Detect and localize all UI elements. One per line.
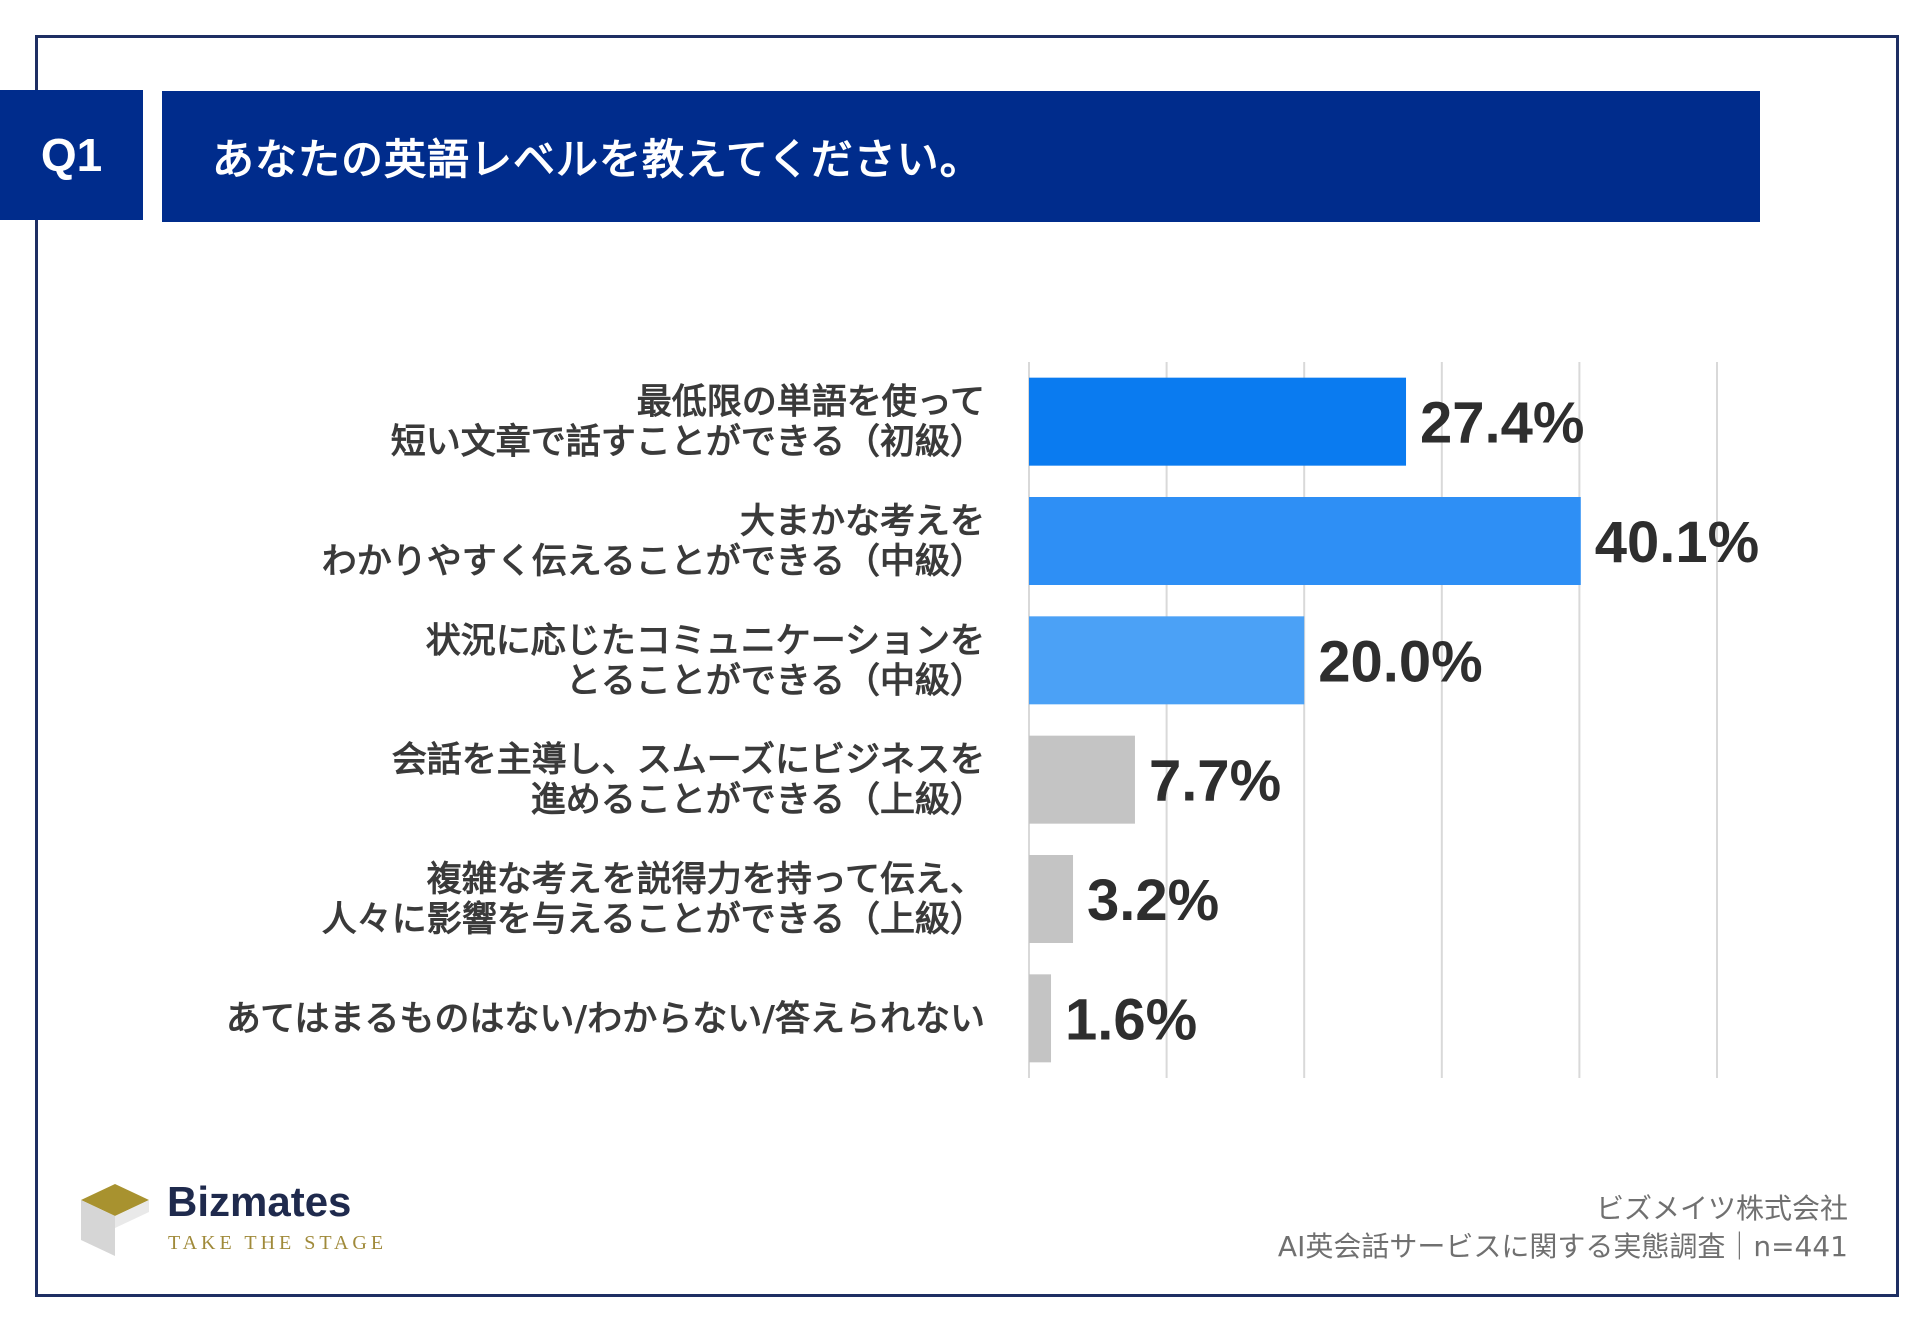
category-label: 人々に影響を与えることができる（上級） — [322, 899, 985, 940]
data-label: 27.4% — [1420, 391, 1584, 456]
data-label: 3.2% — [1087, 868, 1219, 933]
bar — [1029, 974, 1052, 1063]
category-label: あてはまるものはない/わからない/答えられない — [226, 999, 985, 1039]
bizmates-logo: Bizmates TAKE THE STAGE — [75, 1178, 395, 1260]
bar — [1029, 735, 1135, 824]
data-label: 1.6% — [1065, 987, 1197, 1052]
footer-survey: AI英会話サービスに関する実態調査｜n=441 — [1277, 1230, 1848, 1263]
bar — [1029, 616, 1305, 705]
bar — [1029, 377, 1407, 466]
category-label: 大まかな考えを — [740, 502, 985, 542]
category-label: 状況に応じたコミュニケーションを — [426, 621, 985, 661]
cube-logo-icon — [81, 1184, 149, 1256]
category-label: とることができる（中級） — [566, 661, 985, 701]
data-label: 40.1% — [1595, 510, 1759, 575]
question-number-badge: Q1 — [0, 90, 143, 220]
category-label: 複雑な考えを説得力を持って伝え、 — [427, 860, 985, 900]
category-label: 短い文章で話すことができる（初級） — [391, 422, 985, 463]
category-label: 進めることができる（上級） — [531, 781, 985, 821]
footer: ビズメイツ株式会社 AI英会話サービスに関する実態調査｜n=441 — [1278, 1190, 1848, 1266]
bar — [1029, 497, 1581, 585]
footer-company: ビズメイツ株式会社 — [1595, 1192, 1848, 1225]
category-label: わかりやすく伝えることができる（中級） — [322, 542, 985, 582]
slide-frame — [35, 35, 1899, 1297]
logo-tagline: TAKE THE STAGE — [168, 1232, 388, 1254]
category-label: 最低限の単語を使って — [637, 383, 985, 423]
question-title: あなたの英語レベルを教えてください。 — [162, 91, 1760, 222]
data-label: 20.0% — [1318, 629, 1482, 694]
bar — [1029, 855, 1074, 943]
category-label: 会話を主導し、スムーズにビジネスを — [392, 740, 985, 781]
logo-name: Bizmates — [167, 1178, 352, 1225]
data-label: 7.7% — [1149, 749, 1281, 814]
